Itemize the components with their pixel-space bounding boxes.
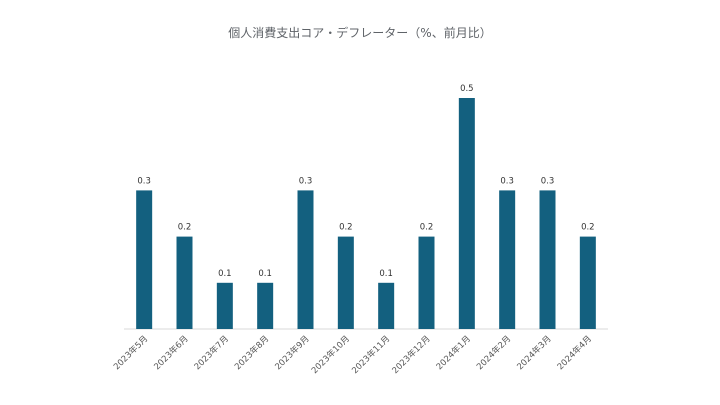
bar-value-label: 0.2 <box>420 223 434 233</box>
x-tick-label: 2024年2月 <box>474 333 513 372</box>
x-tick-label: 2023年7月 <box>192 333 231 372</box>
bar <box>337 236 354 329</box>
x-tick-label: 2023年9月 <box>273 333 312 372</box>
bar <box>176 236 193 329</box>
x-tick-label: 2024年1月 <box>434 333 473 372</box>
bar <box>216 282 233 329</box>
x-tick-label: 2023年11月 <box>350 333 393 376</box>
bar <box>257 282 274 329</box>
bar-value-label: 0.1 <box>379 269 393 279</box>
bar-value-label: 0.2 <box>339 223 353 233</box>
chart-title: 個人消費支出コア・デフレーター（%、前月比） <box>228 25 491 40</box>
x-tick-label: 2023年6月 <box>152 333 191 372</box>
x-tick-label: 2024年3月 <box>515 333 554 372</box>
bar <box>539 190 556 329</box>
bar <box>579 236 596 329</box>
bar-value-label: 0.3 <box>137 176 151 186</box>
x-tick-labels: 2023年5月 2023年6月 2023年7月 2023年8月 2023年9月2023年… <box>111 333 594 376</box>
x-tick-label: 2023年8月 <box>232 333 271 372</box>
bar <box>499 190 516 329</box>
bar-value-label: 0.3 <box>299 176 313 186</box>
bar-value-label: 0.5 <box>460 84 474 94</box>
bar-value-label: 0.2 <box>178 223 192 233</box>
bar <box>297 190 314 329</box>
bar <box>418 236 435 329</box>
bar-value-label: 0.3 <box>541 176 555 186</box>
data-labels: 0.3 0.2 0.1 0.1 0.3 0.2 0.1 0.2 0.5 0.3 0.3 0.2 <box>137 84 594 279</box>
bar <box>458 98 475 329</box>
bar <box>136 190 153 329</box>
x-tick-label: 2024年4月 <box>555 333 594 372</box>
bar-value-label: 0.2 <box>581 223 595 233</box>
bar-value-label: 0.1 <box>218 269 232 279</box>
bar-value-label: 0.3 <box>500 176 514 186</box>
bar-series <box>136 98 596 329</box>
x-tick-label: 2023年10月 <box>309 333 352 376</box>
x-tick-label: 2023年12月 <box>390 333 433 376</box>
x-tick-label: 2023年5月 <box>111 333 150 372</box>
bar <box>378 282 395 329</box>
bar-value-label: 0.1 <box>258 269 272 279</box>
